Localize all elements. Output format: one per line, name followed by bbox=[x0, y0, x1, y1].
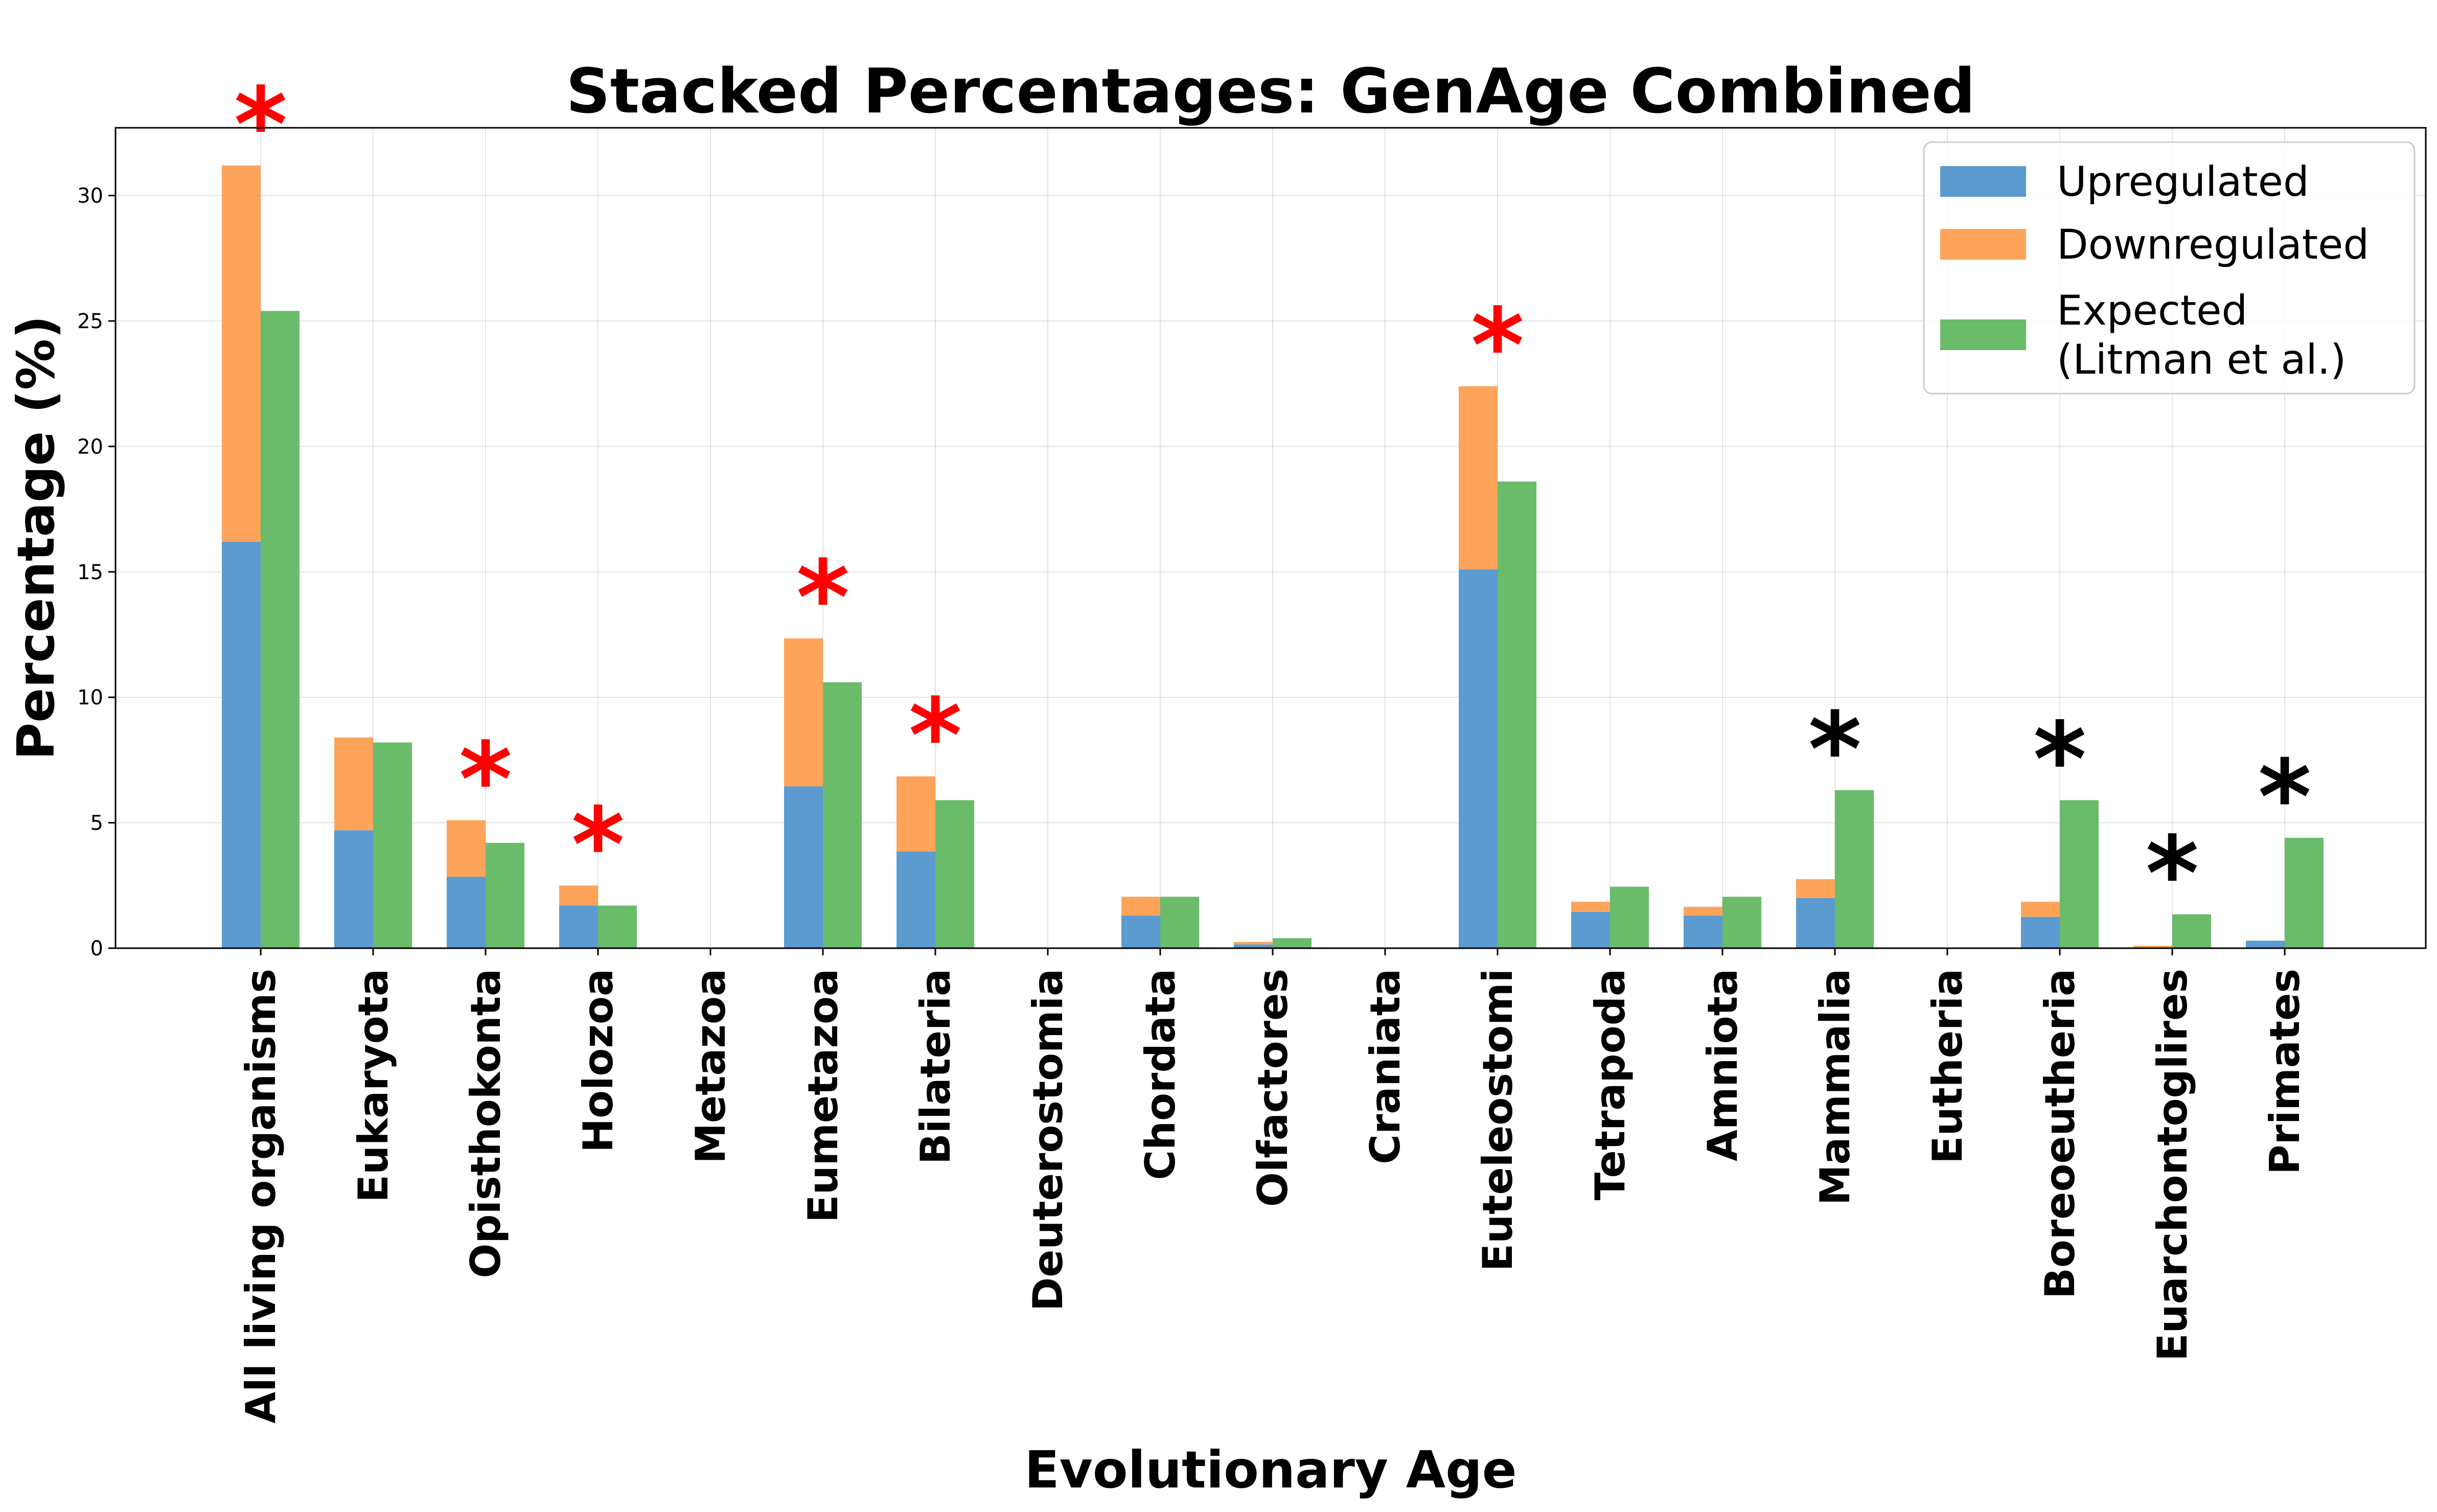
significance-asterisk: * bbox=[796, 539, 850, 658]
x-tick-label: Chordata bbox=[1137, 969, 1184, 1180]
x-tick-label: Primates bbox=[2261, 969, 2309, 1175]
legend: Upregulated Downregulated Expected (Litman … bbox=[1923, 141, 2416, 395]
bar-upregulated bbox=[1796, 898, 1835, 948]
bars bbox=[222, 165, 2324, 948]
legend-swatch bbox=[1940, 229, 2026, 260]
bar-downregulated bbox=[559, 885, 598, 906]
bar-upregulated bbox=[559, 905, 598, 948]
bar-downregulated bbox=[222, 165, 261, 542]
significance-asterisk: * bbox=[1808, 691, 1862, 810]
bar-downregulated bbox=[1571, 902, 1610, 912]
y-tick-label: 20 bbox=[77, 435, 103, 459]
y-axis-label: Percentage (%) bbox=[6, 315, 66, 760]
bar-upregulated bbox=[896, 852, 935, 948]
bar-downregulated bbox=[1121, 897, 1160, 916]
legend-label: Upregulated bbox=[2057, 158, 2309, 205]
significance-asterisk: * bbox=[1471, 287, 1525, 406]
bar-expected bbox=[823, 682, 862, 948]
legend-label: Downregulated bbox=[2057, 221, 2369, 268]
significance-asterisk: * bbox=[2258, 738, 2312, 857]
bar-upregulated bbox=[1121, 915, 1160, 948]
bar-upregulated bbox=[1234, 944, 1273, 948]
bar-downregulated bbox=[334, 737, 373, 831]
x-tick-label: Craniata bbox=[1362, 969, 1409, 1164]
bar-expected bbox=[1610, 886, 1649, 948]
bar-expected bbox=[935, 800, 974, 948]
significance-asterisk: * bbox=[234, 66, 288, 185]
significance-asterisk: * bbox=[459, 721, 513, 840]
y-axis-ticks: 0 5 10 15 20 25 30 bbox=[77, 185, 116, 960]
x-axis-ticks: All living organisms Eukaryota Opisthokont… bbox=[237, 948, 2309, 1424]
x-tick-label: Bilateria bbox=[912, 969, 959, 1164]
bar-expected bbox=[1498, 482, 1536, 948]
bar-upregulated bbox=[784, 786, 823, 948]
x-tick-label: Eukaryota bbox=[350, 969, 397, 1203]
significance-markers: * * * * * * * * * * bbox=[234, 66, 2312, 934]
bar-expected bbox=[1722, 897, 1761, 948]
x-tick-label: Eutheria bbox=[1924, 969, 1971, 1164]
bar-expected bbox=[598, 905, 637, 948]
y-tick-label: 5 bbox=[90, 812, 103, 835]
bar-expected bbox=[2172, 914, 2211, 948]
x-tick-label: Euarchontoglires bbox=[2149, 969, 2196, 1361]
bar-downregulated bbox=[1234, 942, 1273, 945]
x-tick-label: Eumetazoa bbox=[799, 969, 847, 1223]
legend-label: Expected (Litman et al.) bbox=[2057, 287, 2346, 383]
x-tick-label: Deuterostomia bbox=[1024, 969, 1072, 1311]
legend-swatch bbox=[1940, 319, 2026, 350]
bar-expected bbox=[2060, 800, 2099, 948]
bar-downregulated bbox=[784, 638, 823, 787]
bar-downregulated bbox=[2133, 946, 2172, 948]
significance-asterisk: * bbox=[571, 786, 625, 905]
bar-upregulated bbox=[1459, 569, 1498, 948]
x-tick-label: Euteleostomi bbox=[1474, 969, 1522, 1271]
bar-upregulated bbox=[222, 541, 261, 948]
y-tick-label: 0 bbox=[90, 937, 103, 960]
bar-downregulated bbox=[896, 776, 935, 852]
bar-upregulated bbox=[2246, 941, 2285, 948]
bar-upregulated bbox=[2021, 917, 2060, 948]
bar-upregulated bbox=[334, 830, 373, 948]
legend-frame bbox=[1923, 141, 2416, 395]
y-tick-label: 25 bbox=[77, 310, 103, 333]
bar-upregulated bbox=[1684, 915, 1722, 948]
bar-expected bbox=[486, 842, 524, 948]
x-tick-label: Holozoa bbox=[574, 969, 622, 1153]
bar-downregulated bbox=[1684, 907, 1722, 916]
bar-upregulated bbox=[1571, 911, 1610, 948]
bar-expected bbox=[1160, 897, 1199, 948]
bar-downregulated bbox=[1796, 879, 1835, 898]
x-tick-label: Amniota bbox=[1699, 969, 1746, 1161]
bar-expected bbox=[1835, 790, 1874, 948]
chart-title: Stacked Percentages: GenAge Combined bbox=[566, 56, 1975, 127]
x-axis-label: Evolutionary Age bbox=[1024, 1440, 1516, 1500]
y-tick-label: 15 bbox=[77, 561, 103, 584]
y-tick-label: 10 bbox=[77, 686, 103, 709]
legend-swatch bbox=[1940, 166, 2026, 197]
y-tick-label: 30 bbox=[77, 185, 103, 208]
x-tick-label: Mammalia bbox=[1811, 969, 1859, 1205]
x-tick-label: All living organisms bbox=[237, 969, 285, 1424]
bar-upregulated bbox=[447, 877, 486, 948]
bar-downregulated bbox=[447, 820, 486, 877]
significance-asterisk: * bbox=[2033, 700, 2087, 819]
x-tick-label: Boreoeutheria bbox=[2036, 969, 2084, 1299]
bar-downregulated bbox=[1459, 386, 1498, 569]
bar-expected bbox=[2285, 838, 2324, 948]
significance-asterisk: * bbox=[909, 677, 962, 796]
x-tick-label: Metazoa bbox=[687, 969, 734, 1164]
bar-downregulated bbox=[2021, 902, 2060, 917]
x-tick-label: Opisthokonta bbox=[462, 969, 510, 1278]
plot-frame bbox=[114, 127, 2427, 949]
x-tick-label: Tetrapoda bbox=[1587, 969, 1634, 1200]
bar-expected bbox=[373, 742, 412, 948]
bar-expected bbox=[1273, 938, 1312, 948]
x-tick-label: Olfactores bbox=[1249, 969, 1297, 1207]
bar-expected bbox=[261, 311, 300, 948]
significance-asterisk: * bbox=[2146, 815, 2199, 934]
